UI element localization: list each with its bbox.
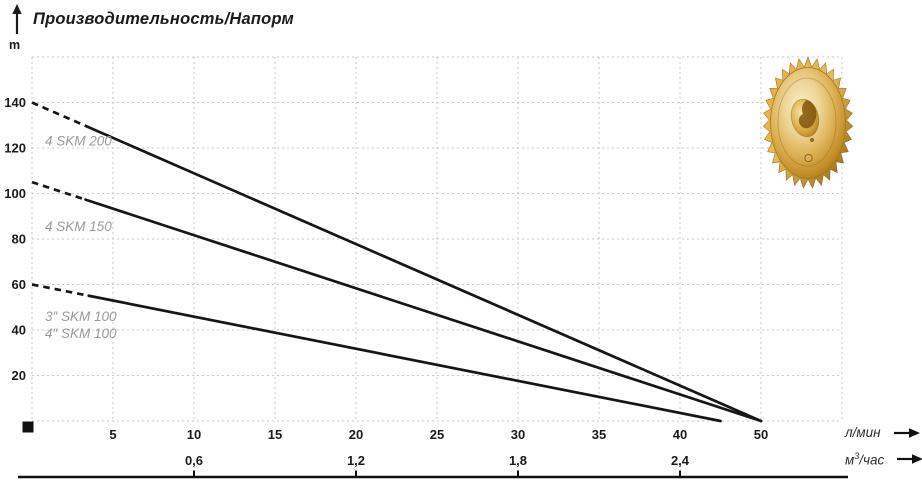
- curve-label: 4 SKM 150: [45, 219, 112, 234]
- impeller-graphic: [762, 56, 854, 189]
- x-tick-l-min: 5: [109, 427, 116, 442]
- y-tick-label: 100: [4, 186, 26, 201]
- origin-marker: [22, 421, 34, 433]
- x-tick-m3-h: 1,8: [509, 453, 527, 468]
- curve-skm-100: [87, 294, 722, 423]
- curve-4-skm-200: [87, 125, 763, 423]
- y-tick-label: 140: [4, 95, 26, 110]
- impeller-hub-shadow: [798, 100, 817, 129]
- x-axis-unit-primary: л/мин: [845, 425, 921, 440]
- impeller-pin: [810, 138, 814, 142]
- arrow-up-icon: [12, 4, 22, 34]
- x-tick-l-min: 10: [187, 427, 201, 442]
- pump-impeller-image: [762, 56, 854, 189]
- x-tick-m3-h: 0,6: [185, 453, 203, 468]
- curve-dashed-skm-100: [31, 283, 89, 298]
- curve-4-skm-150: [84, 198, 763, 423]
- y-tick-label: 120: [4, 141, 26, 156]
- x-tick-l-min: 35: [592, 427, 606, 442]
- x-tick-m3-h: 2,4: [671, 453, 690, 468]
- unit-l-min-label: л/мин: [845, 425, 881, 440]
- x-tick-l-min: 15: [268, 427, 282, 442]
- x-tick-l-min: 20: [349, 427, 363, 442]
- x-axis-unit-secondary: м3/час: [845, 451, 922, 468]
- y-tick-label: 40: [12, 323, 26, 338]
- y-tick-label: 20: [12, 368, 26, 383]
- unit-m3-h-label: м3/час: [845, 451, 885, 468]
- x-tick-l-min: 40: [673, 427, 687, 442]
- chart-grid: [31, 56, 843, 422]
- impeller-inner-ring: [777, 77, 837, 167]
- x-tick-l-min: 25: [430, 427, 444, 442]
- impeller-bolt: [804, 153, 813, 163]
- curve-label: 3″ SKM 100: [45, 309, 117, 324]
- y-tick-label: 60: [12, 277, 26, 292]
- y-tick-label: 80: [12, 232, 26, 247]
- curve-dashed-4-skm-150: [31, 180, 86, 201]
- x-tick-l-min: 30: [511, 427, 525, 442]
- curve-dashed-4-skm-200: [31, 101, 90, 129]
- x-tick-m3-h: 1,2: [347, 453, 365, 468]
- page-title: Производительность/Напорм: [33, 10, 294, 28]
- y-axis-unit-label: m: [9, 38, 21, 52]
- arrow-right-icon: [893, 427, 920, 438]
- arrow-right-icon: [897, 454, 922, 465]
- x-tick-l-min: 50: [754, 427, 768, 442]
- curve-label: 4 SKM 200: [45, 134, 112, 149]
- curve-label: 4″ SKM 100: [45, 326, 117, 341]
